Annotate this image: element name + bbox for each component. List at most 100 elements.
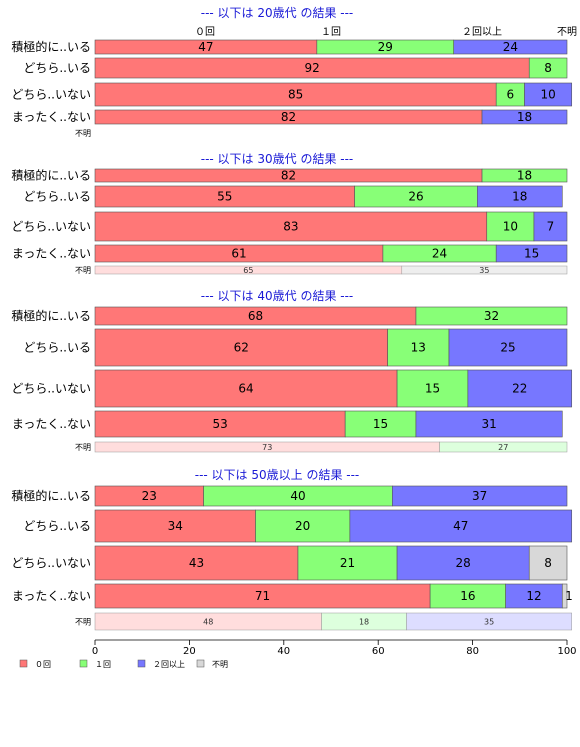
bar-segment-3-3-2: [505, 583, 563, 609]
bar-segment-1-2-2: [533, 211, 568, 242]
data-label: 82: [281, 169, 296, 183]
bar-segment-3-2-2: [396, 545, 530, 581]
x-tick-label: 20: [183, 646, 196, 657]
bar-segment-2-3-2: [415, 410, 563, 438]
data-label: 64: [238, 382, 253, 396]
data-label: 8: [544, 556, 552, 570]
bar-segment-2-0-1: [415, 306, 568, 326]
data-label: 22: [512, 382, 527, 396]
bar-segment-3-2-3: [528, 545, 568, 581]
data-label: 28: [456, 556, 471, 570]
data-label: 23: [142, 489, 157, 503]
header-label: ０回: [195, 26, 215, 38]
category-label: 不明: [75, 266, 91, 275]
bar-segment-0-3-2: [481, 109, 568, 125]
category-label: 積極的に..いる: [11, 308, 91, 323]
bar-segment-3-3-3: [561, 583, 568, 609]
category-label: 不明: [75, 618, 91, 627]
category-label: 積極的に..いる: [11, 168, 91, 183]
header-label: １回: [321, 26, 341, 38]
data-label: 43: [189, 556, 204, 570]
bar-segment-3-0-2: [392, 485, 568, 507]
category-label: どちら..いる: [23, 519, 91, 533]
bar-segment-1-2-1: [486, 211, 535, 242]
data-label: 40: [290, 489, 305, 503]
category-label: 不明: [75, 443, 91, 452]
x-tick-label: 60: [372, 646, 385, 657]
legend-swatch: [196, 659, 205, 668]
data-label: 10: [540, 88, 555, 102]
x-tick-label: 100: [557, 646, 576, 657]
data-label: 82: [281, 110, 296, 124]
category-label: どちら..いない: [11, 88, 91, 102]
bar-segment-3-3-1: [429, 583, 506, 609]
category-label: まったく..ない: [12, 110, 91, 124]
category-label: まったく..ない: [12, 589, 91, 603]
data-label: 48: [203, 618, 213, 627]
bar-segment-1-2-0: [94, 211, 488, 242]
data-label: 7: [547, 220, 555, 234]
legend-label: ０回: [35, 660, 51, 669]
bar-segment-2-1-2: [448, 328, 568, 367]
bar-segment-1-3-2: [495, 244, 568, 263]
bar-segment-3-1-0: [94, 509, 256, 543]
data-label: 37: [472, 489, 487, 503]
bar-segment-2-4-1: [439, 441, 568, 453]
data-label: 47: [453, 519, 468, 533]
data-label: 34: [168, 519, 183, 533]
category-label: 積極的に..いる: [11, 39, 91, 54]
data-label: 65: [243, 266, 253, 275]
data-label: 12: [526, 589, 541, 603]
data-label: 18: [517, 169, 532, 183]
panel-title: --- 以下は 50歳以上 の結果 ---: [195, 468, 360, 482]
data-label: 15: [425, 382, 440, 396]
bar-segment-1-0-1: [481, 168, 568, 183]
data-label: 27: [498, 443, 508, 452]
data-label: 13: [411, 341, 426, 355]
bar-segment-0-2-2: [524, 82, 573, 107]
panel-title: --- 以下は 20歳代 の結果 ---: [201, 6, 354, 20]
x-tick-label: 0: [92, 646, 98, 657]
x-tick-label: 80: [466, 646, 479, 657]
data-label: 15: [524, 247, 539, 261]
data-label: 29: [378, 40, 393, 54]
bar-segment-2-3-0: [94, 410, 346, 438]
data-label: 85: [288, 88, 303, 102]
data-label: 35: [479, 266, 489, 275]
bar-segment-1-4-3: [401, 265, 568, 275]
data-label: 10: [503, 220, 518, 234]
data-label: 8: [544, 61, 552, 75]
data-label: 24: [432, 247, 447, 261]
data-label: 24: [503, 40, 518, 54]
bar-segment-0-0-2: [453, 39, 568, 55]
data-label: 6: [507, 88, 515, 102]
panel-title: --- 以下は 40歳代 の結果 ---: [201, 289, 354, 303]
bar-segment-3-4-2: [406, 612, 572, 631]
category-label: どちら..いる: [23, 61, 91, 75]
category-label: 不明: [75, 129, 91, 138]
data-label: 35: [484, 618, 494, 627]
category-label: まったく..ない: [12, 247, 91, 261]
bar-segment-3-1-2: [349, 509, 573, 543]
category-label: どちら..いない: [11, 556, 91, 570]
category-label: どちら..いる: [23, 190, 91, 204]
legend-swatch: [137, 659, 146, 668]
data-label: 62: [234, 341, 249, 355]
data-label: 26: [408, 190, 423, 204]
bar-segment-0-1-1: [528, 57, 568, 79]
category-label: どちら..いない: [11, 382, 91, 396]
legend-label: １回: [95, 660, 111, 669]
data-label: 32: [484, 309, 499, 323]
legend-label: 不明: [212, 660, 228, 669]
data-label: 18: [517, 110, 532, 124]
data-label: 92: [304, 61, 319, 75]
data-label: 15: [373, 417, 388, 431]
legend-swatch: [19, 659, 28, 668]
data-label: 53: [212, 417, 227, 431]
header-label: 不明: [557, 26, 577, 38]
bar-segment-1-1-2: [477, 185, 563, 208]
category-label: 積極的に..いる: [11, 488, 91, 503]
bar-segment-2-2-2: [467, 369, 573, 408]
data-label: 73: [262, 443, 272, 452]
data-label: 16: [460, 589, 475, 603]
